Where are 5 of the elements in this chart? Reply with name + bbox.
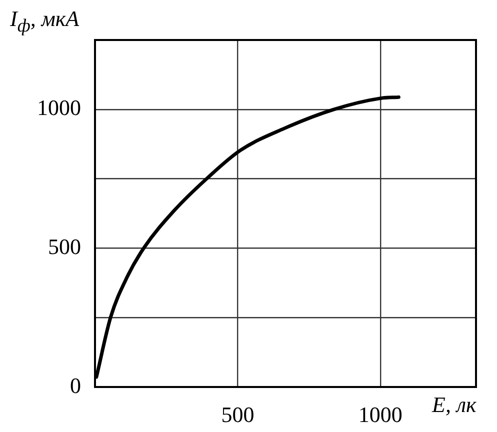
y-tick-label: 0: [70, 372, 81, 398]
y-tick-label: 1000: [37, 95, 81, 120]
y-axis-title: I$_{ф}$, мкА: [10, 6, 80, 36]
x-axis-title: E, лк: [432, 392, 476, 418]
y-tick-label: 500: [48, 234, 81, 259]
